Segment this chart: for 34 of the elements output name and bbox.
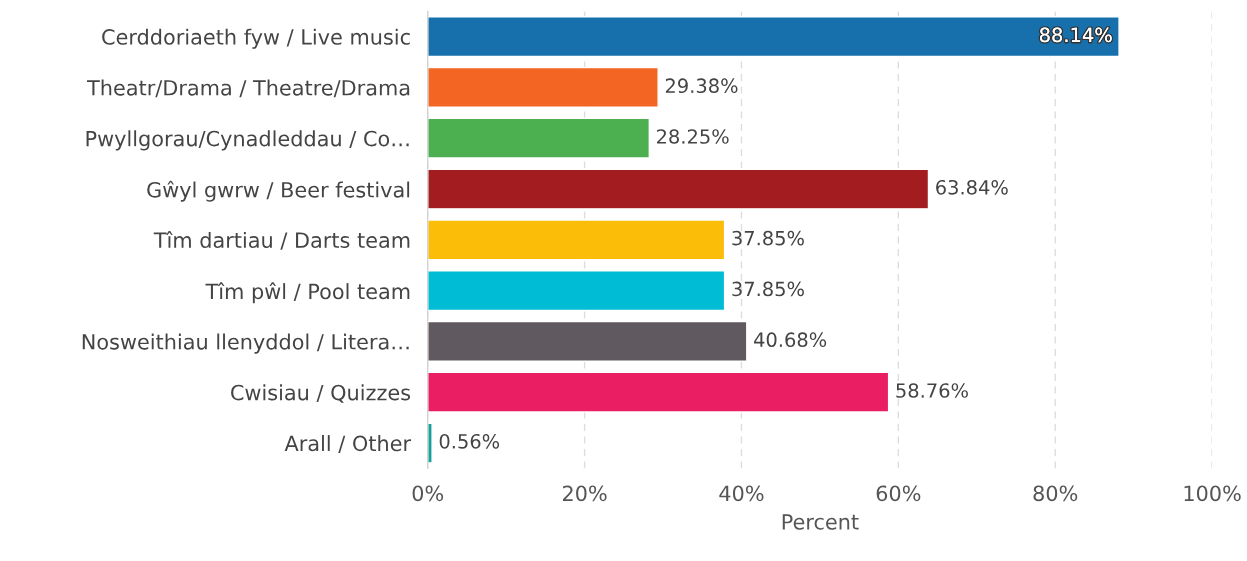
data-label: 37.85%: [732, 230, 804, 246]
bar: [427, 168, 930, 210]
y-tick-label: Tîm dartiau / Darts team: [153, 231, 410, 250]
bar: [427, 117, 650, 159]
y-tick-label: Nosweithiau llenyddol / Litera…: [82, 333, 409, 354]
x-tick-label: 0%: [412, 485, 444, 502]
x-tick-label: 20%: [562, 485, 607, 502]
y-tick-label: Pwyllgorau/Cynadleddau / Co…: [86, 130, 409, 151]
x-tick-label: 80%: [1033, 485, 1078, 502]
y-tick-label: Tîm pŵl / Pool team: [205, 282, 410, 304]
y-tick-label: Theatr/Drama / Theatre/Drama: [86, 79, 410, 98]
y-tick-label: Cwisiau / Quizzes: [231, 384, 411, 403]
data-label: 28.25%: [657, 129, 729, 144]
bar: [427, 66, 659, 108]
data-label: 37.85%: [732, 281, 804, 297]
y-tick-label: Cerddoriaeth fyw / Live music: [102, 28, 410, 49]
bar: [427, 16, 1120, 58]
bar: [427, 270, 726, 312]
x-tick-label: 40%: [719, 485, 764, 502]
bar: [427, 422, 433, 464]
data-label: 0.56%: [439, 433, 500, 449]
x-tick-label: 100%: [1184, 485, 1241, 502]
data-label: 63.84%: [936, 179, 1008, 195]
bar: [427, 371, 890, 413]
data-label: 29.38%: [665, 78, 738, 94]
x-axis-title: Percent: [782, 514, 859, 530]
x-tick-label: 60%: [876, 485, 921, 502]
data-label: 88.14%: [1039, 27, 1112, 43]
y-tick-label: Gŵyl gwrw / Beer festival: [147, 180, 410, 202]
y-tick-label: Arall / Other: [284, 435, 412, 453]
bar: [427, 320, 748, 362]
bar: [427, 219, 726, 261]
data-label: 58.76%: [896, 383, 968, 398]
data-label: 40.68%: [754, 332, 827, 348]
